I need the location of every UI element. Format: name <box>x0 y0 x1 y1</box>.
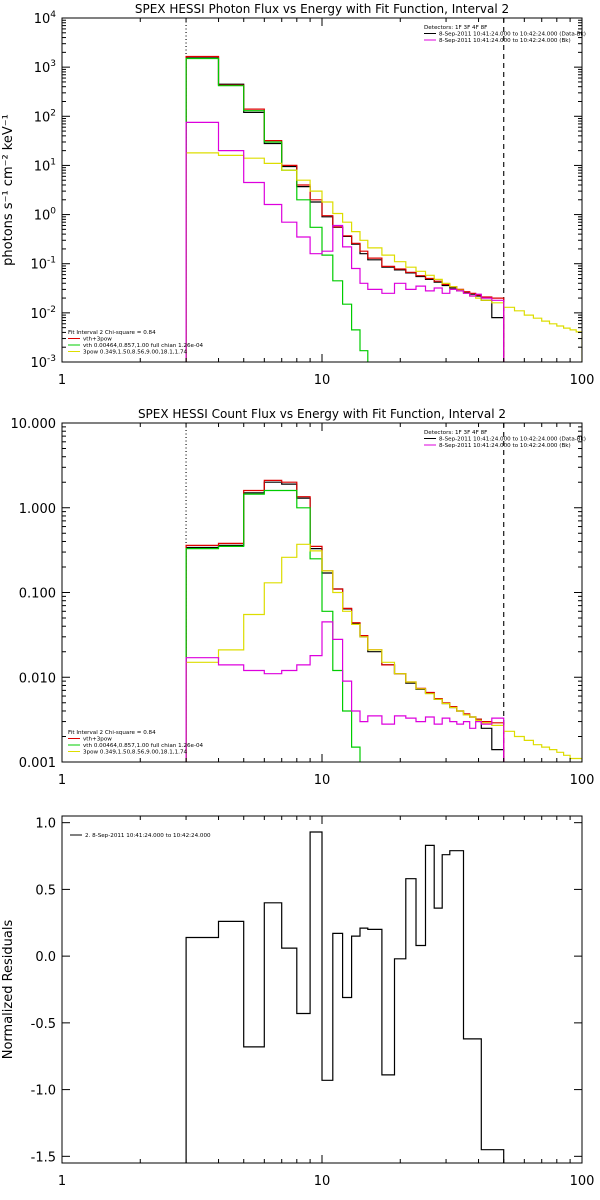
y-tick-base: 10 <box>30 356 47 371</box>
y-tick-exponent: -3 <box>47 354 56 364</box>
y-tick-base: 10 <box>34 209 51 224</box>
y-tick-base: 10 <box>34 12 51 27</box>
y-tick-label: 103 <box>34 59 56 76</box>
y-tick-label: 10-3 <box>30 354 56 371</box>
x-tick-label: 100 <box>570 773 595 788</box>
series-group <box>185 55 582 362</box>
y-tick-label: 1.0 <box>35 817 56 832</box>
y-tick-exponent: 2 <box>50 108 56 118</box>
legend-entry: 3pow 0.349,1.50,8.56,9.00,18.1,1.74 <box>83 350 188 356</box>
series-line-3 <box>185 489 361 762</box>
y-tick-label: 0.010 <box>19 671 56 686</box>
legend-entry: 8-Sep-2011 10:41:24.000 to 10:42:24.000 … <box>439 38 571 44</box>
legend-entry: 2. 8-Sep-2011 10:41:24.000 to 10:42:24.0… <box>85 833 211 839</box>
series-group <box>185 831 505 1163</box>
y-tick-base: 10 <box>30 258 47 273</box>
series-line-2 <box>185 55 505 362</box>
y-tick-exponent: -2 <box>47 305 56 315</box>
y-tick-exponent: 4 <box>50 10 56 20</box>
series-line-4 <box>185 152 582 362</box>
y-tick-base: 10 <box>34 61 51 76</box>
legend-entry: 8-Sep-2011 10:41:24.000 to 10:42:24.000 … <box>439 32 586 38</box>
chart-panel-1: SPEX HESSI Photon Flux vs Energy with Fi… <box>1 2 594 388</box>
chart-panel-3: 1 10 100 1.0 0.5 0.0 -0.5 -1.0 -1.5 Normalized Re… <box>1 815 595 1189</box>
legend-entry: Fit Interval 2 Chi-square = 0.84 <box>68 330 156 336</box>
y-axis-label: Normalized Residuals <box>1 920 16 1060</box>
legend-entry: Fit Interval 2 Chi-square = 0.84 <box>68 730 156 736</box>
series-line-1 <box>185 56 505 362</box>
legend-entry: 8-Sep-2011 10:41:24.000 to 10:42:24.000 … <box>439 443 571 449</box>
y-tick-label: -1.5 <box>31 1150 56 1165</box>
chart-title: SPEX HESSI Count Flux vs Energy with Fit… <box>138 407 506 421</box>
y-tick-label: 10.000 <box>11 417 57 432</box>
series-group <box>185 479 582 762</box>
legend-entry: vth 0.00464,0.857,1.00 full chian 1.26e-… <box>83 743 204 749</box>
x-tick-label: 1 <box>58 1174 66 1189</box>
y-tick-base: 10 <box>30 307 47 322</box>
y-tick-label: 1.000 <box>19 502 56 517</box>
y-tick-label: 102 <box>34 108 56 125</box>
y-tick-label: 100 <box>34 207 57 224</box>
y-tick-label: -0.5 <box>31 1017 56 1032</box>
series-line-5 <box>185 121 505 362</box>
series-line-3 <box>185 57 369 362</box>
y-tick-label: 101 <box>34 157 56 174</box>
series-line-5 <box>185 621 505 762</box>
y-tick-label: 10-1 <box>30 256 56 273</box>
x-tick-label: 1 <box>58 373 66 388</box>
series-line-4 <box>185 543 582 762</box>
x-tick-label: 100 <box>570 373 595 388</box>
chart-title: SPEX HESSI Photon Flux vs Energy with Fi… <box>135 2 509 16</box>
y-tick-exponent: -1 <box>47 256 56 266</box>
x-tick-label: 10 <box>314 773 331 788</box>
legend-entry: 3pow 0.349,1.50,8.56,9.00,18.1,1.74 <box>83 750 188 756</box>
y-tick-label: 0.5 <box>35 883 56 898</box>
y-tick-base: 10 <box>34 159 51 174</box>
chart-panel-2: SPEX HESSI Count Flux vs Energy with Fit… <box>11 407 595 788</box>
series-line-1 <box>185 831 505 1163</box>
legend-entry: vth 0.00464,0.857,1.00 full chian 1.26e-… <box>83 343 204 349</box>
y-tick-label: 0.0 <box>35 950 56 965</box>
legend-entry: Detectors: 1F 3F 4F 8F <box>424 430 487 436</box>
y-tick-base: 10 <box>34 110 51 125</box>
y-tick-label: -1.0 <box>31 1084 56 1099</box>
y-tick-label: 104 <box>34 10 57 27</box>
y-tick-exponent: 3 <box>50 59 56 69</box>
x-tick-label: 100 <box>570 1174 595 1189</box>
y-tick-label: 0.001 <box>19 756 56 771</box>
legend-entry: vth+3pow <box>83 337 112 343</box>
y-tick-exponent: 1 <box>50 157 56 167</box>
y-axis-label: photons s⁻¹ cm⁻² keV⁻¹ <box>1 114 16 266</box>
x-tick-label: 1 <box>58 773 66 788</box>
series-line-2 <box>185 479 505 762</box>
y-tick-label: 10-2 <box>30 305 56 322</box>
legend-entry: 8-Sep-2011 10:41:24.000 to 10:42:24.000 … <box>439 437 586 443</box>
legend-entry: Detectors: 1F 3F 4F 8F <box>424 25 487 31</box>
x-tick-label: 10 <box>314 1174 331 1189</box>
x-tick-label: 10 <box>314 373 331 388</box>
y-tick-exponent: 0 <box>50 207 56 217</box>
y-tick-label: 0.100 <box>19 587 56 602</box>
series-line-1 <box>185 481 505 762</box>
legend-entry: vth+3pow <box>83 737 112 743</box>
